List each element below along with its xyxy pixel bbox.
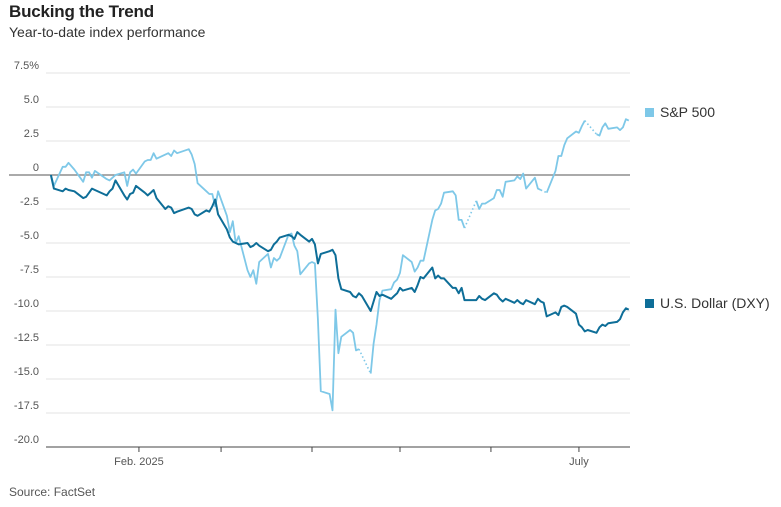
dxy-line [49, 174, 630, 334]
chart-subtitle: Year-to-date index performance [9, 24, 206, 40]
y-tick-label: 2.5 [24, 128, 39, 140]
y-tick-label: -15.0 [14, 366, 39, 378]
y-tick-label: -20.0 [14, 434, 39, 446]
chart-title: Bucking the Trend [9, 2, 154, 21]
legend-label-dxy: U.S. Dollar (DXY) [660, 295, 770, 311]
legend-swatch-sp500 [645, 107, 654, 117]
y-tick-label: -12.5 [14, 332, 39, 344]
sp500-line [50, 148, 360, 412]
sp500-line-gap [358, 348, 372, 374]
legend-swatch-dxy [645, 298, 654, 308]
source-note: Source: FactSet [9, 485, 96, 499]
legend-label-sp500: S&P 500 [660, 104, 716, 120]
y-tick-label: -17.5 [14, 400, 39, 412]
y-tick-label: -2.5 [20, 196, 39, 208]
legend-item-dxy: U.S. Dollar (DXY) [645, 295, 770, 311]
y-tick-label: 5.0 [24, 94, 39, 106]
y-tick-label: -7.5 [20, 264, 39, 276]
y-tick-label: 0 [33, 162, 39, 174]
sp500-line [596, 118, 630, 137]
y-tick-label: -5.0 [20, 230, 39, 242]
sp500-line [369, 190, 466, 374]
sp500-line-gap [540, 189, 548, 194]
y-tick-label: -10.0 [14, 298, 39, 310]
sp500-line-gap [463, 200, 478, 229]
sp500-line-gap [584, 120, 598, 135]
legend-item-sp500: S&P 500 [645, 104, 715, 120]
x-tick-label: Feb. 2025 [114, 456, 164, 468]
sp500-line [475, 172, 542, 210]
y-tick-label: 7.5% [14, 60, 39, 72]
x-tick-label: July [569, 456, 589, 468]
sp500-line [545, 120, 586, 194]
